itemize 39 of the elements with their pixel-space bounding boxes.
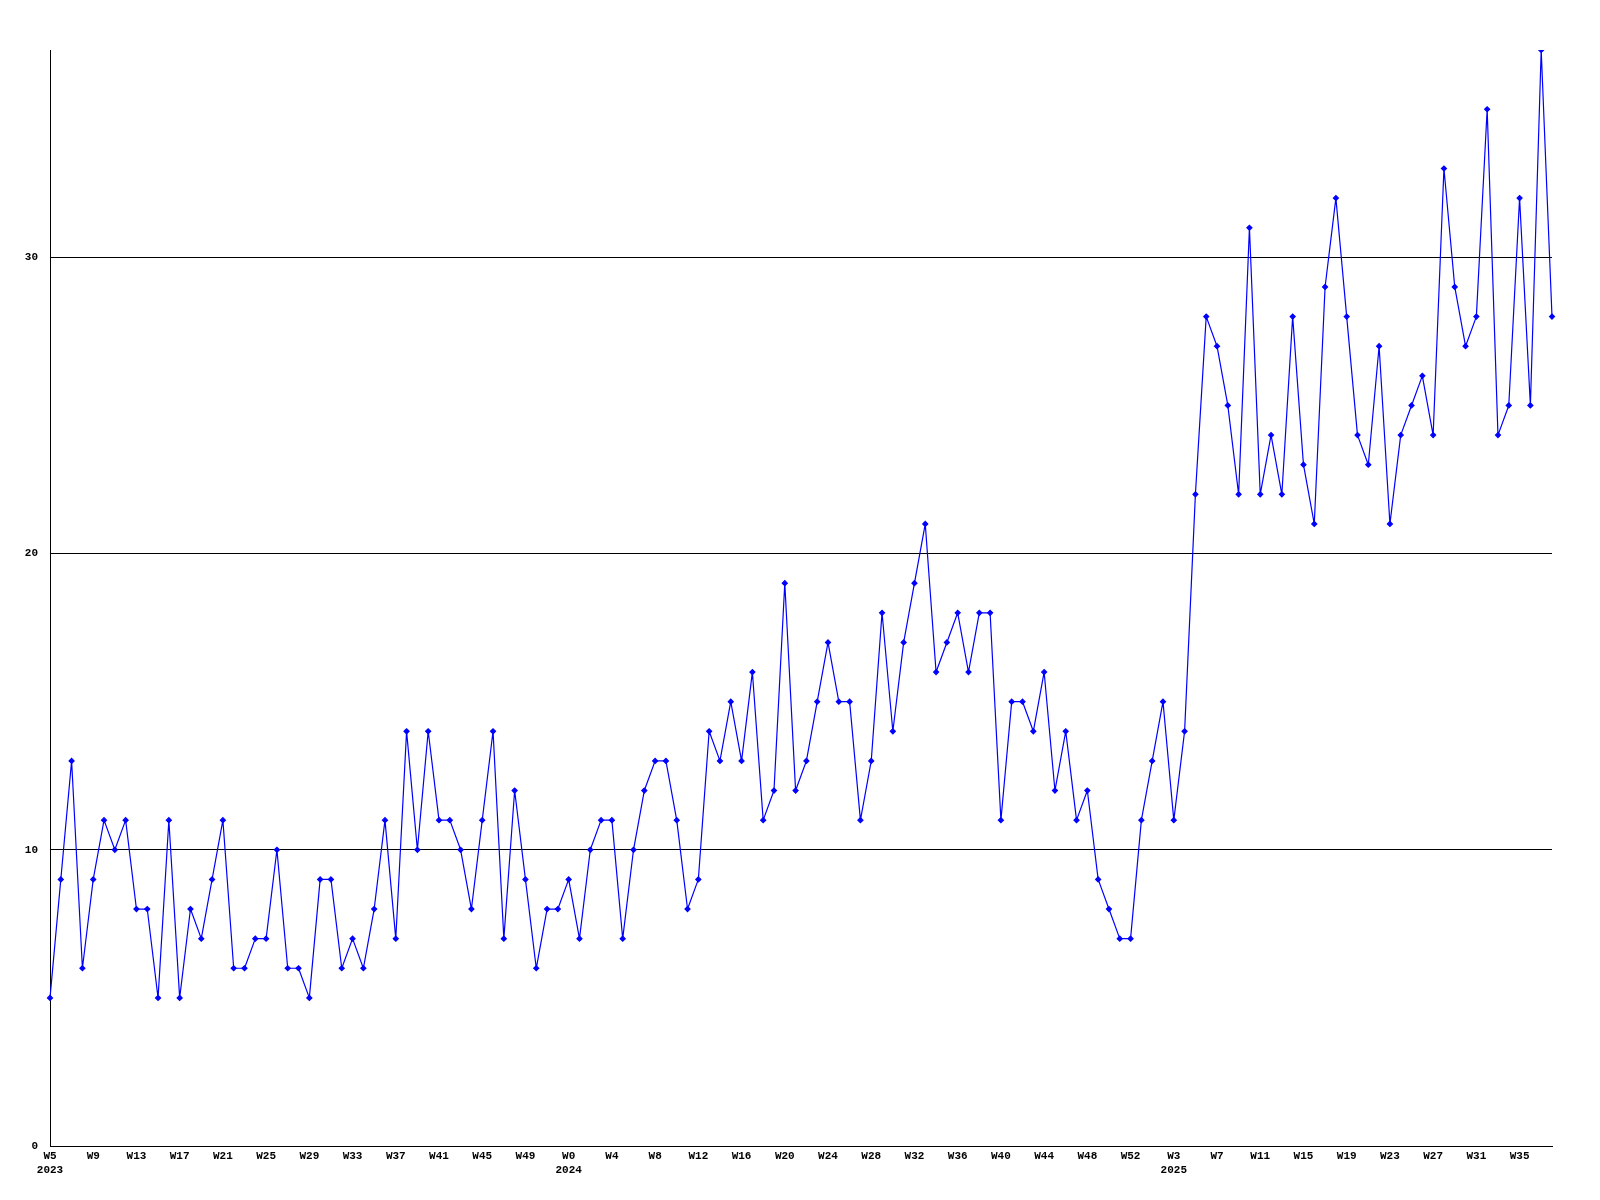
x-tick-label: W31: [1466, 1150, 1487, 1163]
x-tick-label: W21: [212, 1150, 234, 1163]
x-tick-label: W36: [947, 1150, 968, 1163]
x-tick-label: W7: [1210, 1150, 1224, 1163]
x-tick-label: W11: [1250, 1150, 1271, 1163]
x-tick-label: W3 2025: [1160, 1150, 1188, 1176]
x-tick-label: W16: [731, 1150, 752, 1163]
x-tick-label: W9: [86, 1150, 100, 1163]
x-tick-label: W8: [648, 1150, 663, 1163]
x-tick-label: W28: [861, 1150, 882, 1163]
x-tick-label: W33: [342, 1150, 363, 1163]
x-tick-label: W13: [126, 1150, 147, 1163]
x-tick-label: W35: [1509, 1150, 1530, 1163]
x-tick-label: W20: [774, 1150, 795, 1163]
x-tick-label: W4: [605, 1150, 619, 1163]
x-tick-label: W0 2024: [555, 1150, 583, 1176]
x-tick-label: W37: [385, 1150, 406, 1163]
x-tick-label: W40: [991, 1150, 1011, 1163]
x-tick-label: W15: [1293, 1150, 1314, 1163]
y-tick-label: 0: [31, 1139, 38, 1152]
y-tick-label: 20: [24, 547, 38, 560]
x-tick-label: W29: [299, 1150, 320, 1163]
x-tick-label: W52: [1120, 1150, 1141, 1163]
x-tick-label: W17: [169, 1150, 190, 1163]
x-tick-label: W23: [1380, 1150, 1401, 1163]
x-tick-label: W12: [688, 1150, 709, 1163]
x-tick-label: W32: [904, 1150, 925, 1163]
x-tick-label: W24: [818, 1150, 839, 1163]
x-tick-label: W25: [256, 1150, 277, 1163]
y-tick-label: 10: [24, 843, 38, 856]
y-tick-label: 30: [24, 251, 38, 264]
x-tick-label: W41: [429, 1150, 450, 1163]
x-tick-label: W27: [1423, 1150, 1444, 1163]
x-tick-label: W49: [515, 1150, 536, 1163]
x-tick-label: W48: [1077, 1150, 1098, 1163]
x-tick-label: W44: [1034, 1150, 1055, 1163]
x-tick-label: W45: [472, 1150, 493, 1163]
x-tick-label: W19: [1336, 1150, 1357, 1163]
x-tick-label: W5 2023: [36, 1150, 64, 1176]
